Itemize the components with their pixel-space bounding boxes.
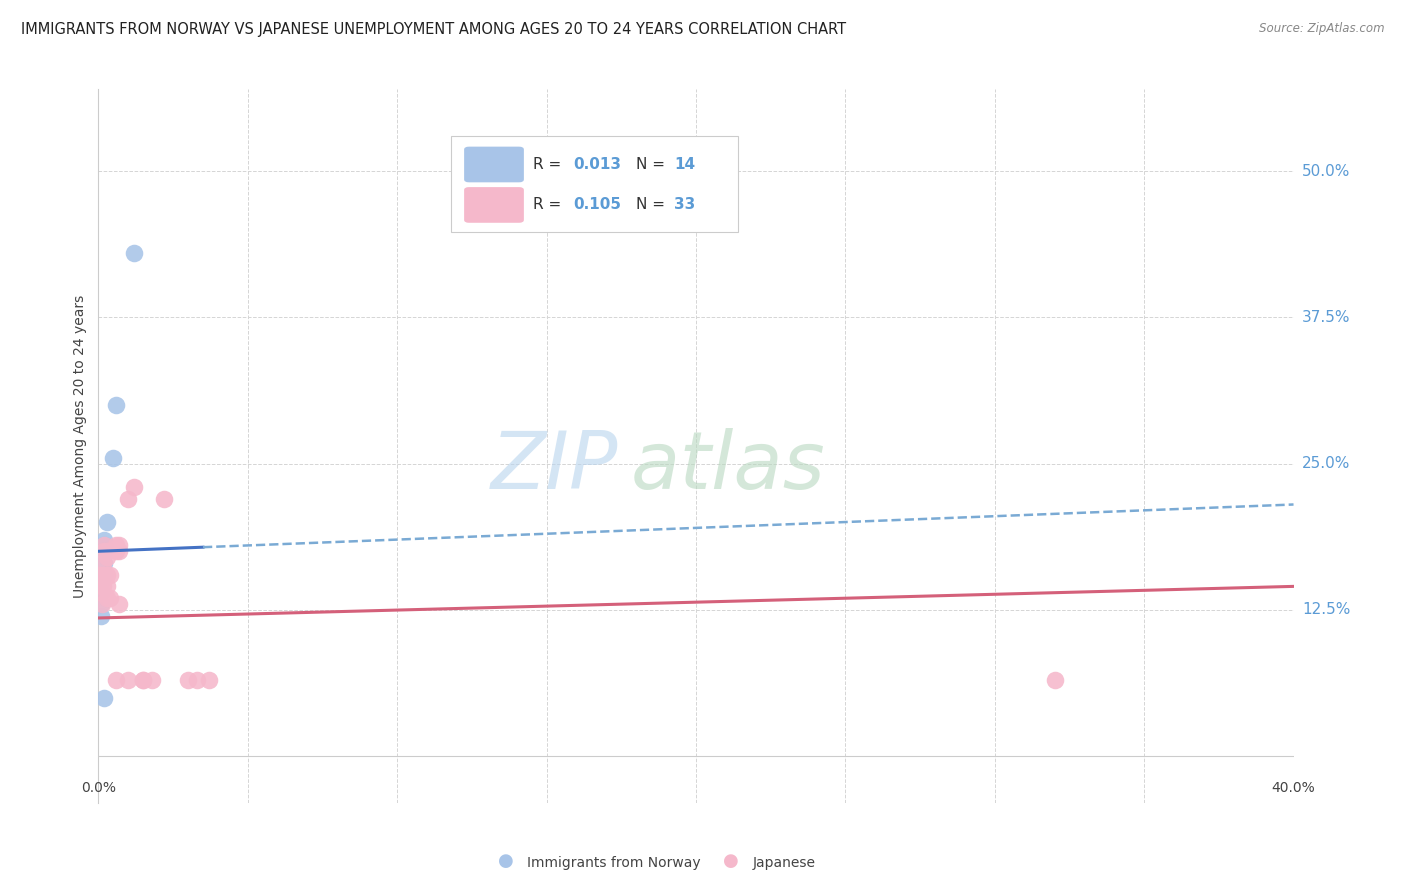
Point [93, 538, 115, 552]
Point [105, 673, 128, 687]
Point [93, 567, 115, 582]
Text: 37.5%: 37.5% [1302, 310, 1350, 325]
Point [91, 579, 114, 593]
Point [98, 591, 122, 605]
Point [91, 556, 114, 570]
Point [96, 591, 118, 605]
Text: Source: ZipAtlas.com: Source: ZipAtlas.com [1260, 22, 1385, 36]
Text: ●: ● [723, 852, 740, 870]
Point [93, 544, 115, 558]
Text: 14: 14 [675, 157, 696, 172]
FancyBboxPatch shape [451, 136, 738, 232]
Point [96, 544, 118, 558]
FancyBboxPatch shape [464, 146, 524, 182]
Text: N =: N = [636, 157, 671, 172]
Text: Japanese: Japanese [752, 855, 815, 870]
Text: N =: N = [636, 197, 671, 212]
Point [90, 579, 112, 593]
Point [89, 567, 111, 582]
Point [93, 690, 115, 705]
Text: 0.0%: 0.0% [82, 781, 115, 795]
Point [117, 673, 139, 687]
Point [103, 450, 125, 465]
Point [96, 579, 118, 593]
Point [108, 597, 131, 611]
Point [96, 550, 118, 565]
Text: atlas: atlas [630, 428, 825, 507]
Point [89, 585, 111, 599]
Text: 33: 33 [675, 197, 696, 212]
Point [93, 533, 115, 547]
Text: R =: R = [533, 197, 567, 212]
Point [93, 556, 115, 570]
Text: ●: ● [498, 852, 515, 870]
Text: IMMIGRANTS FROM NORWAY VS JAPANESE UNEMPLOYMENT AMONG AGES 20 TO 24 YEARS CORREL: IMMIGRANTS FROM NORWAY VS JAPANESE UNEMP… [21, 22, 846, 37]
Text: 50.0%: 50.0% [1302, 163, 1350, 178]
Point [90, 585, 112, 599]
Point [1043, 673, 1066, 687]
Point [90, 608, 112, 623]
Point [117, 491, 139, 506]
Text: Immigrants from Norway: Immigrants from Norway [527, 855, 700, 870]
Point [90, 597, 112, 611]
Text: 25.0%: 25.0% [1302, 456, 1350, 471]
Point [91, 567, 114, 582]
Point [91, 597, 114, 611]
Point [105, 544, 128, 558]
Point [124, 480, 146, 494]
Point [98, 567, 122, 582]
Point [105, 538, 128, 552]
Point [105, 398, 128, 412]
Text: 0.013: 0.013 [572, 157, 621, 172]
Point [108, 544, 131, 558]
Point [93, 538, 115, 552]
Point [108, 538, 131, 552]
Point [90, 574, 112, 588]
Point [96, 515, 118, 529]
Point [93, 544, 115, 558]
Point [186, 673, 208, 687]
Text: 0.105: 0.105 [572, 197, 621, 212]
Point [198, 673, 221, 687]
Point [141, 673, 163, 687]
Text: R =: R = [533, 157, 567, 172]
Text: ZIP: ZIP [491, 428, 619, 507]
Text: 12.5%: 12.5% [1302, 602, 1350, 617]
Point [96, 567, 118, 582]
Point [153, 491, 176, 506]
FancyBboxPatch shape [464, 187, 524, 223]
Point [177, 673, 200, 687]
Point [132, 673, 155, 687]
Point [132, 673, 155, 687]
Point [124, 246, 146, 260]
Text: 40.0%: 40.0% [1271, 781, 1316, 795]
Y-axis label: Unemployment Among Ages 20 to 24 years: Unemployment Among Ages 20 to 24 years [73, 294, 87, 598]
